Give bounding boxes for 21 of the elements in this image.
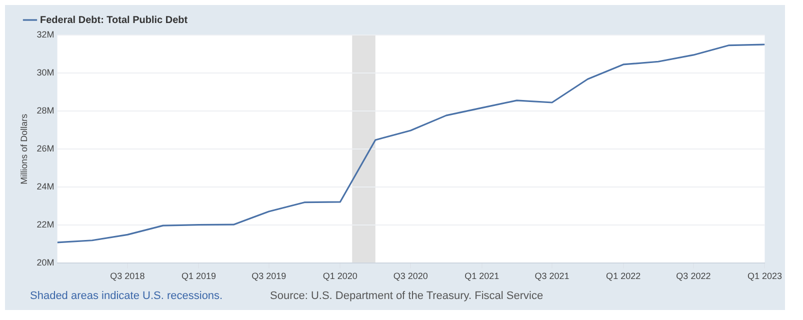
legend-label: Federal Debt: Total Public Debt <box>40 14 188 26</box>
y-tick-label: 28M <box>36 106 54 116</box>
x-tick-label: Q1 2021 <box>464 271 500 282</box>
y-tick-label: 26M <box>36 144 54 154</box>
x-tick-label: Q1 2022 <box>606 271 641 282</box>
y-tick-label: 20M <box>36 258 54 268</box>
x-tick-label: Q3 2020 <box>393 271 428 282</box>
x-tick-label: Q3 2018 <box>110 271 145 282</box>
x-tick-label: Q3 2019 <box>252 271 286 282</box>
y-tick-label: 22M <box>36 220 54 230</box>
source-note: Source: U.S. Department of the Treasury. Fiscal Service <box>270 290 544 302</box>
x-tick-label: Q1 2019 <box>181 271 216 282</box>
y-tick-label: 32M <box>36 29 54 40</box>
x-tick-label: Q1 2023 <box>747 271 782 282</box>
y-axis-title: Millions of Dollars <box>18 113 29 184</box>
y-tick-label: 30M <box>36 68 54 78</box>
text: Shaded areas indicate U.S. recessions. <box>30 290 223 302</box>
x-tick-label: Q1 2020 <box>322 271 358 282</box>
x-tick-label: Q3 2022 <box>676 271 711 282</box>
y-tick-label: 24M <box>36 182 54 192</box>
x-tick-label: Q3 2021 <box>534 271 570 282</box>
